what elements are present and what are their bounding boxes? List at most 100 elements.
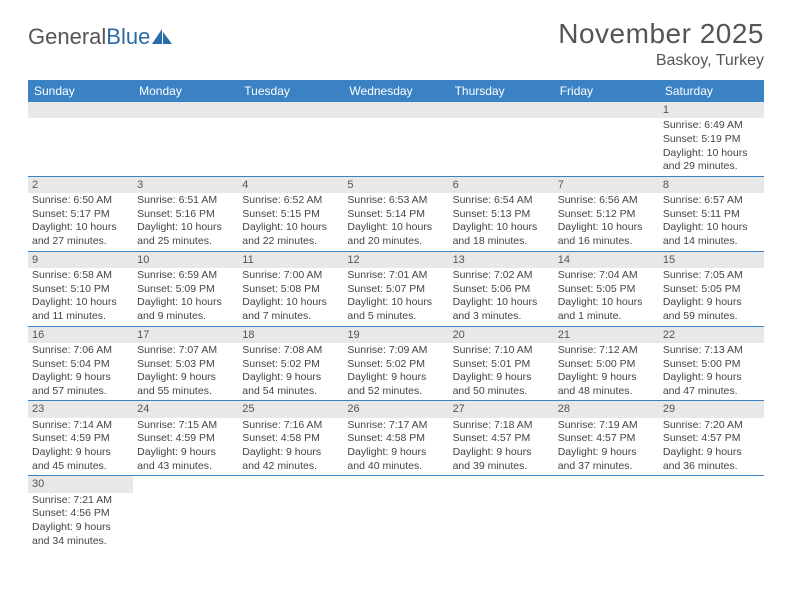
calendar-day-cell: 27Sunrise: 7:18 AMSunset: 4:57 PMDayligh… — [449, 401, 554, 476]
sunset-text: Sunset: 5:09 PM — [137, 283, 234, 297]
weekday-header: Tuesday — [238, 80, 343, 102]
calendar-day-cell: 6Sunrise: 6:54 AMSunset: 5:13 PMDaylight… — [449, 176, 554, 251]
sunset-text: Sunset: 4:59 PM — [32, 432, 129, 446]
calendar-week-row: 9Sunrise: 6:58 AMSunset: 5:10 PMDaylight… — [28, 251, 764, 326]
calendar-day-cell: 15Sunrise: 7:05 AMSunset: 5:05 PMDayligh… — [659, 251, 764, 326]
calendar-day-cell: 20Sunrise: 7:10 AMSunset: 5:01 PMDayligh… — [449, 326, 554, 401]
daylight-text: Daylight: 10 hours and 29 minutes. — [663, 147, 760, 174]
calendar-day-cell — [659, 476, 764, 550]
calendar-day-cell: 29Sunrise: 7:20 AMSunset: 4:57 PMDayligh… — [659, 401, 764, 476]
sunrise-text: Sunrise: 7:09 AM — [347, 344, 444, 358]
weekday-header: Sunday — [28, 80, 133, 102]
day-details: Sunrise: 7:07 AMSunset: 5:03 PMDaylight:… — [133, 343, 238, 401]
day-details: Sunrise: 6:50 AMSunset: 5:17 PMDaylight:… — [28, 193, 133, 251]
sunrise-text: Sunrise: 7:15 AM — [137, 419, 234, 433]
calendar-day-cell: 10Sunrise: 6:59 AMSunset: 5:09 PMDayligh… — [133, 251, 238, 326]
daylight-text: Daylight: 10 hours and 25 minutes. — [137, 221, 234, 248]
sunrise-text: Sunrise: 7:14 AM — [32, 419, 129, 433]
day-details: Sunrise: 7:00 AMSunset: 5:08 PMDaylight:… — [238, 268, 343, 326]
title-block: November 2025 Baskoy, Turkey — [558, 18, 764, 70]
sunrise-text: Sunrise: 7:08 AM — [242, 344, 339, 358]
daylight-text: Daylight: 9 hours and 37 minutes. — [558, 446, 655, 473]
sunrise-text: Sunrise: 6:53 AM — [347, 194, 444, 208]
sunrise-text: Sunrise: 7:06 AM — [32, 344, 129, 358]
calendar-day-cell — [343, 476, 448, 550]
day-details: Sunrise: 6:51 AMSunset: 5:16 PMDaylight:… — [133, 193, 238, 251]
calendar-day-cell: 5Sunrise: 6:53 AMSunset: 5:14 PMDaylight… — [343, 176, 448, 251]
daylight-text: Daylight: 9 hours and 54 minutes. — [242, 371, 339, 398]
calendar-day-cell — [133, 102, 238, 176]
weekday-header: Friday — [554, 80, 659, 102]
day-number: 14 — [554, 252, 659, 268]
calendar-week-row: 2Sunrise: 6:50 AMSunset: 5:17 PMDaylight… — [28, 176, 764, 251]
sunrise-text: Sunrise: 7:04 AM — [558, 269, 655, 283]
daylight-text: Daylight: 10 hours and 20 minutes. — [347, 221, 444, 248]
empty-numbar — [28, 102, 133, 118]
sunset-text: Sunset: 5:02 PM — [242, 358, 339, 372]
sunset-text: Sunset: 4:57 PM — [558, 432, 655, 446]
day-number: 23 — [28, 401, 133, 417]
sunset-text: Sunset: 5:14 PM — [347, 208, 444, 222]
sunrise-text: Sunrise: 6:59 AM — [137, 269, 234, 283]
sunrise-text: Sunrise: 7:00 AM — [242, 269, 339, 283]
sunrise-text: Sunrise: 6:50 AM — [32, 194, 129, 208]
day-number: 16 — [28, 327, 133, 343]
empty-numbar — [554, 102, 659, 118]
day-details: Sunrise: 7:20 AMSunset: 4:57 PMDaylight:… — [659, 418, 764, 476]
sunset-text: Sunset: 5:13 PM — [453, 208, 550, 222]
daylight-text: Daylight: 9 hours and 34 minutes. — [32, 521, 129, 548]
calendar-day-cell: 2Sunrise: 6:50 AMSunset: 5:17 PMDaylight… — [28, 176, 133, 251]
sunset-text: Sunset: 5:10 PM — [32, 283, 129, 297]
sunset-text: Sunset: 4:58 PM — [242, 432, 339, 446]
day-details: Sunrise: 7:14 AMSunset: 4:59 PMDaylight:… — [28, 418, 133, 476]
day-number: 25 — [238, 401, 343, 417]
day-number: 22 — [659, 327, 764, 343]
day-details: Sunrise: 6:57 AMSunset: 5:11 PMDaylight:… — [659, 193, 764, 251]
sunset-text: Sunset: 4:57 PM — [663, 432, 760, 446]
calendar-day-cell: 19Sunrise: 7:09 AMSunset: 5:02 PMDayligh… — [343, 326, 448, 401]
sunset-text: Sunset: 4:58 PM — [347, 432, 444, 446]
sunset-text: Sunset: 5:19 PM — [663, 133, 760, 147]
daylight-text: Daylight: 9 hours and 52 minutes. — [347, 371, 444, 398]
day-number: 18 — [238, 327, 343, 343]
sunrise-text: Sunrise: 7:01 AM — [347, 269, 444, 283]
sunrise-text: Sunrise: 7:19 AM — [558, 419, 655, 433]
calendar-day-cell: 8Sunrise: 6:57 AMSunset: 5:11 PMDaylight… — [659, 176, 764, 251]
calendar-week-row: 30Sunrise: 7:21 AMSunset: 4:56 PMDayligh… — [28, 476, 764, 550]
day-details: Sunrise: 7:12 AMSunset: 5:00 PMDaylight:… — [554, 343, 659, 401]
weekday-header-row: Sunday Monday Tuesday Wednesday Thursday… — [28, 80, 764, 102]
daylight-text: Daylight: 10 hours and 27 minutes. — [32, 221, 129, 248]
daylight-text: Daylight: 9 hours and 55 minutes. — [137, 371, 234, 398]
day-details: Sunrise: 7:18 AMSunset: 4:57 PMDaylight:… — [449, 418, 554, 476]
day-details: Sunrise: 7:01 AMSunset: 5:07 PMDaylight:… — [343, 268, 448, 326]
day-number: 7 — [554, 177, 659, 193]
day-details: Sunrise: 7:17 AMSunset: 4:58 PMDaylight:… — [343, 418, 448, 476]
calendar-day-cell: 24Sunrise: 7:15 AMSunset: 4:59 PMDayligh… — [133, 401, 238, 476]
day-number: 27 — [449, 401, 554, 417]
sunrise-text: Sunrise: 6:58 AM — [32, 269, 129, 283]
sunrise-text: Sunrise: 7:17 AM — [347, 419, 444, 433]
daylight-text: Daylight: 10 hours and 11 minutes. — [32, 296, 129, 323]
day-details: Sunrise: 6:52 AMSunset: 5:15 PMDaylight:… — [238, 193, 343, 251]
sunrise-text: Sunrise: 7:18 AM — [453, 419, 550, 433]
sunset-text: Sunset: 5:00 PM — [663, 358, 760, 372]
daylight-text: Daylight: 10 hours and 18 minutes. — [453, 221, 550, 248]
daylight-text: Daylight: 10 hours and 16 minutes. — [558, 221, 655, 248]
sunrise-text: Sunrise: 6:52 AM — [242, 194, 339, 208]
day-number: 10 — [133, 252, 238, 268]
calendar-day-cell: 17Sunrise: 7:07 AMSunset: 5:03 PMDayligh… — [133, 326, 238, 401]
day-details: Sunrise: 7:08 AMSunset: 5:02 PMDaylight:… — [238, 343, 343, 401]
header: GeneralBlue November 2025 Baskoy, Turkey — [28, 18, 764, 70]
daylight-text: Daylight: 9 hours and 59 minutes. — [663, 296, 760, 323]
day-details: Sunrise: 6:58 AMSunset: 5:10 PMDaylight:… — [28, 268, 133, 326]
calendar-day-cell: 7Sunrise: 6:56 AMSunset: 5:12 PMDaylight… — [554, 176, 659, 251]
sunrise-text: Sunrise: 6:54 AM — [453, 194, 550, 208]
day-number: 26 — [343, 401, 448, 417]
sunset-text: Sunset: 5:02 PM — [347, 358, 444, 372]
empty-numbar — [238, 102, 343, 118]
day-number: 28 — [554, 401, 659, 417]
sunset-text: Sunset: 5:16 PM — [137, 208, 234, 222]
empty-numbar — [449, 102, 554, 118]
calendar-day-cell: 13Sunrise: 7:02 AMSunset: 5:06 PMDayligh… — [449, 251, 554, 326]
daylight-text: Daylight: 9 hours and 48 minutes. — [558, 371, 655, 398]
